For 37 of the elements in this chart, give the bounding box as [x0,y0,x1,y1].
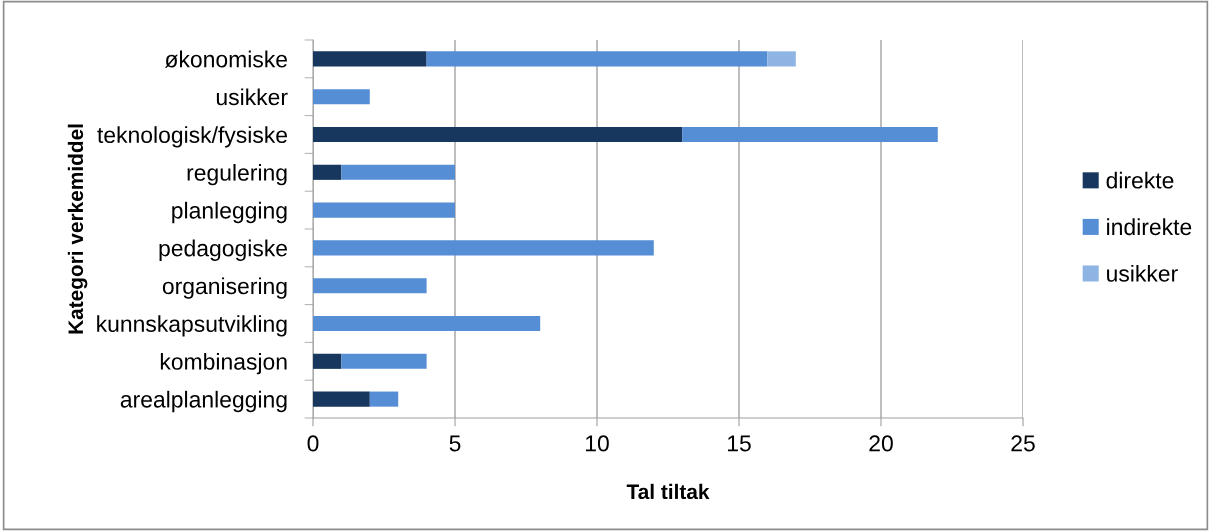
x-axis-title: Tal tiltak [626,483,710,500]
y-tick-label: kombinasjon [160,353,287,375]
legend-label: indirekte [1107,218,1192,236]
x-tick-label: 5 [449,435,461,452]
legend-label: direkte [1106,171,1174,189]
y-tick-label: kunnskapsutvikling [97,315,287,337]
bar [341,353,427,369]
x-tick-label: 25 [1011,435,1035,452]
bar [426,51,768,67]
x-tick-label: 10 [586,435,609,452]
y-tick-label: teknologisk/fysiske [97,126,287,148]
bar [313,126,683,143]
y-tick-label: regulering [187,164,287,186]
y-tick-label: planlegging [172,201,287,224]
legend-label: usikker [1107,264,1178,282]
y-tick-label: arealplanlegging [120,390,287,413]
bar [313,202,455,218]
y-tick-label: økonomiske [164,50,287,68]
y-tick-label: pedagogiske [159,239,287,261]
bar [313,240,654,256]
x-tick-label: 15 [728,435,751,452]
x-tick-label: 20 [869,435,893,452]
bar [767,51,796,67]
y-tick-label: organisering [162,277,287,299]
y-tick-label: usikker [216,88,288,106]
bar [313,278,427,294]
bar [313,353,342,369]
x-tick-label: 0 [307,435,319,452]
bar [313,391,370,407]
bar [341,164,455,180]
bar [313,89,370,105]
bar [369,391,399,407]
bar [313,315,541,332]
bar [682,126,938,143]
y-axis-title: Kategori verkemiddel [67,124,88,334]
bar [313,164,342,180]
bar [313,51,427,67]
